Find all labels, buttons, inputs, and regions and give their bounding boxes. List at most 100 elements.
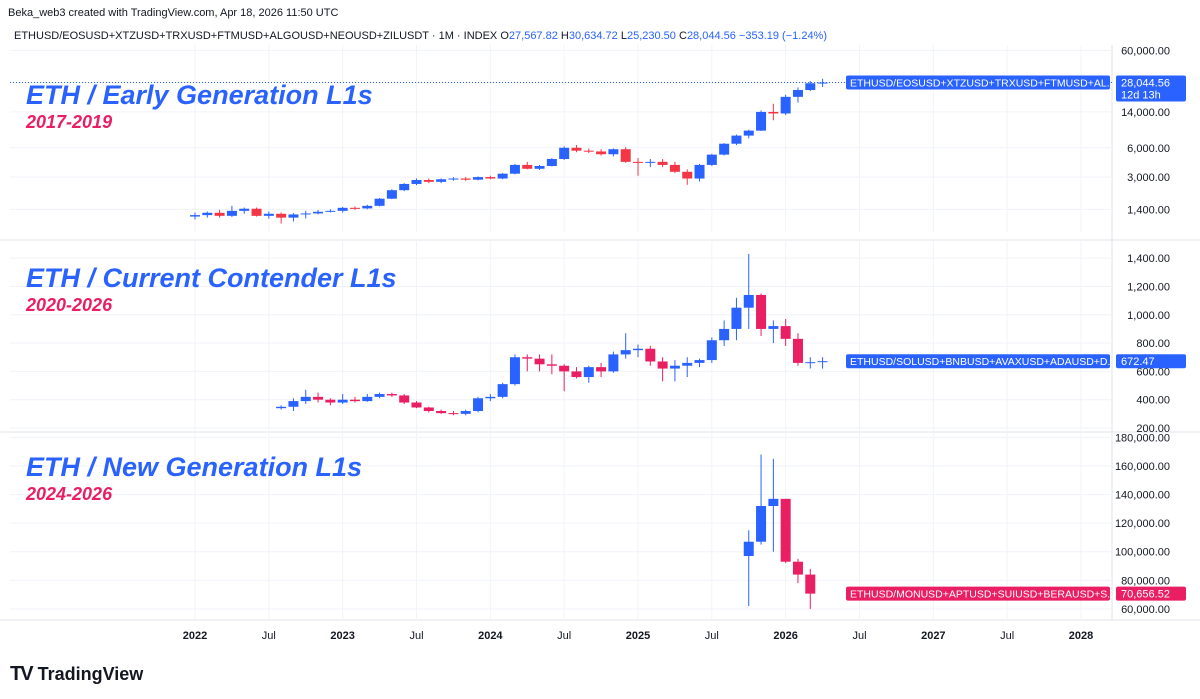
candle-body[interactable] xyxy=(399,395,410,403)
candle-body[interactable] xyxy=(288,214,299,218)
candle-body[interactable] xyxy=(337,207,348,211)
candle-body[interactable] xyxy=(509,164,520,174)
candle-body[interactable] xyxy=(497,384,508,397)
candle-body[interactable] xyxy=(276,406,287,409)
candle-body[interactable] xyxy=(226,210,237,216)
candle-body[interactable] xyxy=(300,396,311,402)
candle-body[interactable] xyxy=(608,354,619,372)
candle-body[interactable] xyxy=(633,348,643,351)
candle-body[interactable] xyxy=(792,338,803,363)
candle-body[interactable] xyxy=(719,328,730,341)
candle-body[interactable] xyxy=(325,210,336,212)
candle-body[interactable] xyxy=(276,213,287,218)
last-value-tag[interactable] xyxy=(1116,75,1186,102)
candle-body[interactable] xyxy=(300,213,311,215)
tradingview-logo[interactable]: TV TradingView xyxy=(10,663,143,686)
candle-body[interactable] xyxy=(522,357,533,359)
candle-body[interactable] xyxy=(239,208,250,211)
candle-body[interactable] xyxy=(374,198,385,206)
candle-body[interactable] xyxy=(313,396,324,400)
series-label-bg[interactable] xyxy=(846,354,1110,369)
candle-body[interactable] xyxy=(657,161,668,165)
candle-body[interactable] xyxy=(756,506,767,542)
candle-body[interactable] xyxy=(731,307,742,329)
candle-body[interactable] xyxy=(596,151,607,155)
candle-body[interactable] xyxy=(399,183,410,191)
pane-3[interactable]: 180,000.00 160,000.00 140,000.00 120,000.00… xyxy=(10,432,1186,620)
series-label-bg[interactable] xyxy=(846,75,1110,90)
candle-body[interactable] xyxy=(546,159,557,166)
candle-body[interactable] xyxy=(633,161,643,163)
candle-body[interactable] xyxy=(473,177,484,180)
candle-body[interactable] xyxy=(743,294,754,308)
candle-body[interactable] xyxy=(571,147,582,151)
candle-body[interactable] xyxy=(805,574,816,594)
candle-body[interactable] xyxy=(374,394,385,397)
candle-body[interactable] xyxy=(743,541,754,556)
candle-body[interactable] xyxy=(694,360,705,363)
pane-2[interactable]: 1,400.00 1,200.00 1,000.00 800.00 600.00 400.… xyxy=(10,240,1186,435)
candle-body[interactable] xyxy=(805,83,816,91)
candle-body[interactable] xyxy=(645,348,656,362)
candle-body[interactable] xyxy=(780,326,791,339)
candle-body[interactable] xyxy=(805,362,816,364)
candle-body[interactable] xyxy=(534,165,545,169)
candle-body[interactable] xyxy=(583,367,594,378)
candle-body[interactable] xyxy=(756,111,767,131)
candle-body[interactable] xyxy=(706,340,717,361)
candle-body[interactable] xyxy=(620,350,631,355)
candle-body[interactable] xyxy=(202,212,213,216)
candle-body[interactable] xyxy=(485,177,496,179)
candle-body[interactable] xyxy=(645,161,656,163)
candle-body[interactable] xyxy=(608,149,619,155)
candle-body[interactable] xyxy=(386,394,397,396)
candle-body[interactable] xyxy=(719,143,730,155)
candle-body[interactable] xyxy=(263,213,274,216)
pane-1[interactable]: 60,000.0028,000.0014,000.006,000.003,000… xyxy=(10,45,1186,232)
candle-body[interactable] xyxy=(694,164,705,179)
last-value-tag[interactable] xyxy=(1116,586,1186,601)
candle-body[interactable] xyxy=(436,179,447,182)
candle-body[interactable] xyxy=(546,364,557,366)
candle-body[interactable] xyxy=(436,411,447,414)
candle-body[interactable] xyxy=(460,411,471,414)
last-value-tag[interactable] xyxy=(1116,354,1186,369)
candle-body[interactable] xyxy=(792,90,803,97)
candle-body[interactable] xyxy=(485,396,496,399)
candle-body[interactable] xyxy=(411,402,422,408)
candle-body[interactable] xyxy=(596,367,607,372)
series-label-bg[interactable] xyxy=(846,586,1110,601)
candle-body[interactable] xyxy=(423,179,434,182)
candle-body[interactable] xyxy=(251,208,262,216)
candle-body[interactable] xyxy=(534,358,545,365)
candle-body[interactable] xyxy=(190,215,200,217)
candle-body[interactable] xyxy=(559,147,570,160)
candle-body[interactable] xyxy=(768,111,779,114)
candle-body[interactable] xyxy=(362,205,373,209)
candle-body[interactable] xyxy=(337,399,348,403)
candle-body[interactable] xyxy=(411,179,422,184)
candle-body[interactable] xyxy=(817,361,828,363)
candle-body[interactable] xyxy=(682,171,693,179)
candle-body[interactable] xyxy=(669,365,680,369)
candle-body[interactable] xyxy=(448,413,459,415)
candle-body[interactable] xyxy=(780,96,791,114)
candle-body[interactable] xyxy=(349,207,360,209)
candle-body[interactable] xyxy=(669,164,680,172)
candle-body[interactable] xyxy=(706,154,717,165)
candle-body[interactable] xyxy=(620,149,631,162)
candle-body[interactable] xyxy=(214,212,225,216)
candle-body[interactable] xyxy=(386,190,397,199)
candle-body[interactable] xyxy=(497,173,508,179)
candle-body[interactable] xyxy=(756,294,767,329)
candle-body[interactable] xyxy=(583,150,594,152)
candle-body[interactable] xyxy=(448,178,459,180)
candle-body[interactable] xyxy=(423,407,434,412)
candle-body[interactable] xyxy=(288,401,299,407)
candle-body[interactable] xyxy=(362,396,373,402)
candle-body[interactable] xyxy=(768,326,779,329)
candle-body[interactable] xyxy=(509,357,520,385)
candle-body[interactable] xyxy=(349,399,360,402)
candle-body[interactable] xyxy=(522,164,533,169)
